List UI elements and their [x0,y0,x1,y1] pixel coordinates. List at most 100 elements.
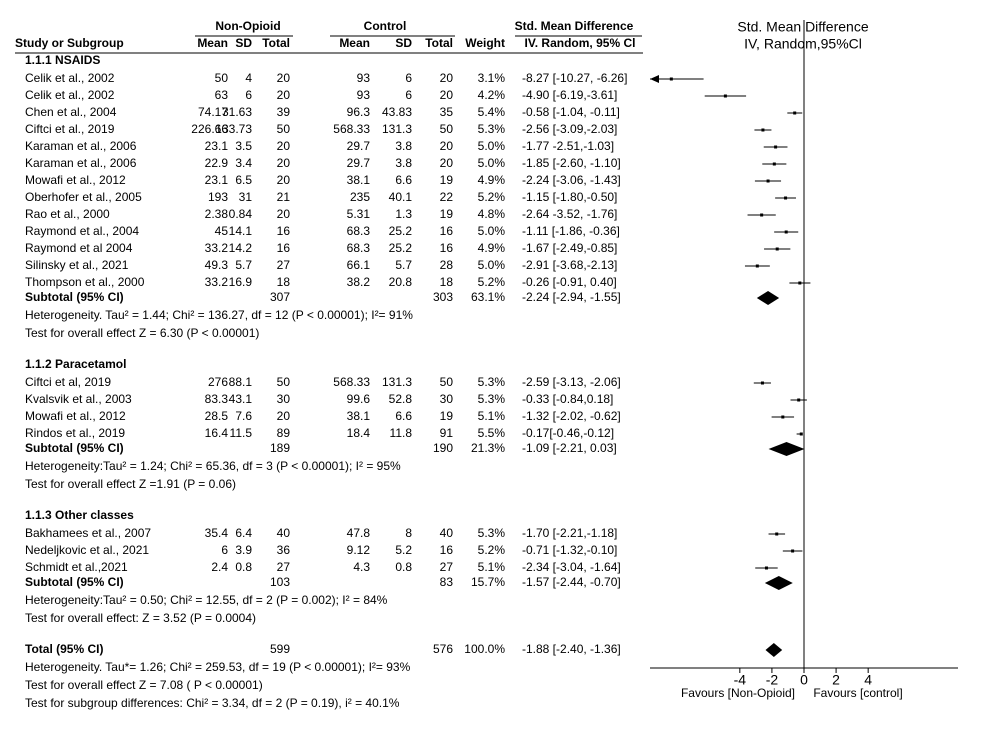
study-ci: -2.59 [-3.13, -2.06] [522,375,621,389]
estimate-square [784,230,788,234]
study-cell: 43.83 [382,105,412,119]
study-cell: 28.5 [205,409,229,423]
study-cell: 20 [277,71,291,85]
study-cell: 4.8% [478,207,506,221]
study-name: Raymond et al 2004 [25,241,133,255]
summary-total: 83 [440,575,454,589]
study-cell: 6.6 [395,173,412,187]
x-tick-label: 2 [832,672,840,688]
study-cell: 568.33 [333,122,370,136]
estimate-square [781,415,785,419]
study-cell: 5.2% [478,275,506,289]
study-cell: 23.1 [205,139,229,153]
study-name: Ciftci et al., 2019 [25,122,115,136]
group-header: Control [364,19,407,33]
estimate-square [793,111,797,115]
summary-weight: 15.7% [471,575,505,589]
study-cell: 20 [277,207,291,221]
study-cell: 35.4 [205,526,229,540]
study-cell: 25.2 [389,224,413,238]
study-ci: -0.58 [-1.04, -0.11] [522,105,620,119]
study-cell: 20 [440,71,454,85]
group-header: Non-Opioid [215,19,280,33]
study-cell: 40.1 [389,190,413,204]
estimate-square [755,264,759,268]
study-cell: 28 [440,258,454,272]
estimate-square [774,145,778,149]
study-ci: -8.27 [-10.27, -6.26] [522,71,627,85]
study-ci: -2.91 [-3.68,-2.13] [522,258,617,272]
study-cell: 3.4 [235,156,252,170]
summary-ci: -1.57 [-2.44, -0.70] [522,575,621,589]
study-cell: 29.7 [347,139,371,153]
study-cell: 68.3 [347,241,371,255]
study-cell: 16.4 [205,426,229,440]
study-cell: 5.0% [478,224,506,238]
study-cell: 6.5 [235,173,252,187]
study-name: Mowafi et al., 2012 [25,409,126,423]
note: Test for subgroup differences: Chi² = 3.… [25,696,400,710]
study-cell: 5.2 [395,543,412,557]
study-cell: 193 [208,190,228,204]
study-cell: 3.1% [478,71,506,85]
study-name: Silinsky et al., 2021 [25,258,129,272]
x-tick-label: -2 [766,672,779,688]
study-cell: 38.1 [347,409,371,423]
study-cell: 99.6 [347,392,371,406]
study-cell: 40 [277,526,291,540]
study-cell: 33.2 [205,275,229,289]
study-cell: 43.1 [229,392,253,406]
study-cell: 6 [245,88,252,102]
study-cell: 5.31 [347,207,371,221]
study-cell: 6.6 [395,409,412,423]
estimate-square [772,162,776,166]
study-ci: -1.85 [-2.60, -1.10] [522,156,621,170]
study-cell: 19 [440,207,454,221]
study-cell: 33.2 [205,241,229,255]
study-cell: 63 [215,88,229,102]
subgroup-title: 1.1.2 Paracetamol [25,357,126,371]
summary-name: Subtotal (95% CI) [25,575,124,589]
study-cell: 50 [277,375,291,389]
estimate-square [766,179,770,183]
study-cell: 35 [440,105,454,119]
study-cell: 19 [440,409,454,423]
study-cell: 22.9 [205,156,229,170]
study-cell: 16 [277,224,291,238]
study-cell: 131.3 [382,375,412,389]
study-ci: -0.71 [-1.32,-0.10] [522,543,617,557]
study-cell: 20 [440,139,454,153]
summary-diamond [765,643,783,657]
summary-ci: -1.09 [-2.21, 0.03] [522,441,617,455]
study-cell: 7.6 [235,409,252,423]
study-name: Thompson et al., 2000 [25,275,145,289]
study-cell: 31 [239,190,253,204]
study-cell: 5.3% [478,375,506,389]
study-cell: 2.4 [211,560,228,574]
study-cell: 18 [440,275,454,289]
study-cell: 45 [215,224,229,238]
study-cell: 18 [277,275,291,289]
study-name: Chen et al., 2004 [25,105,117,119]
estimate-square [775,532,779,536]
column-header: Total [262,36,290,50]
study-cell: 6 [221,543,228,557]
summary-weight: 63.1% [471,290,505,304]
study-cell: 5.0% [478,258,506,272]
note: Test for overall effect Z =1.91 (P = 0.0… [25,477,236,491]
summary-total: 190 [433,441,453,455]
study-name: Karaman et al., 2006 [25,139,137,153]
study-cell: 21 [277,190,291,204]
subgroup-title: 1.1.1 NSAIDS [25,53,100,67]
summary-weight: 100.0% [464,642,505,656]
plot-title: Std. Mean Difference [737,19,868,35]
study-cell: 27 [277,560,291,574]
study-cell: 31.63 [222,105,252,119]
summary-name: Subtotal (95% CI) [25,441,124,455]
subgroup-title: 1.1.3 Other classes [25,508,134,522]
study-cell: 20 [440,88,454,102]
study-cell: 5.2% [478,543,506,557]
summary-diamond [764,576,793,590]
study-cell: 5.4% [478,105,506,119]
